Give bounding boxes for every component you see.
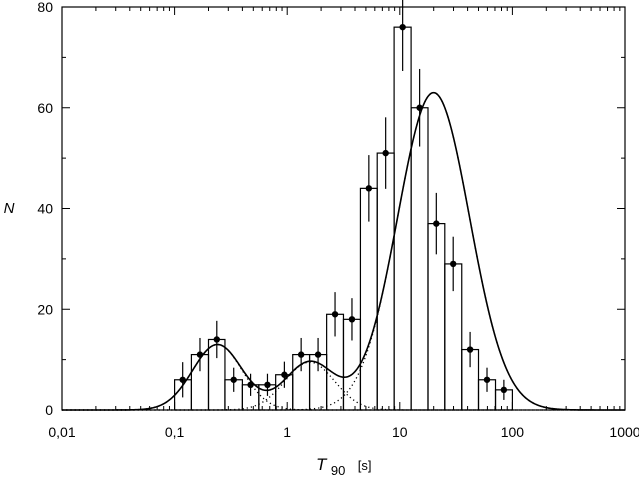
data-point bbox=[264, 381, 271, 389]
x-axis-label-main: T bbox=[316, 455, 328, 474]
data-point bbox=[213, 336, 220, 343]
data-point bbox=[382, 149, 389, 157]
y-tick-label: 40 bbox=[37, 201, 53, 217]
x-tick-label: 0,01 bbox=[48, 424, 75, 440]
data-point bbox=[483, 376, 491, 383]
histogram-bar bbox=[410, 107, 429, 411]
data-point bbox=[348, 316, 356, 323]
x-axis-ticks: 0,01 0,1 1 10 100 1000 bbox=[48, 7, 639, 440]
data-point bbox=[297, 351, 305, 358]
data-point bbox=[230, 376, 237, 383]
y-tick-label: 60 bbox=[37, 100, 53, 116]
histogram bbox=[174, 26, 513, 411]
data-point bbox=[331, 311, 339, 318]
total-fit-curve bbox=[62, 91, 625, 411]
x-tick-label: 1 bbox=[283, 424, 291, 440]
total-fit-line bbox=[62, 91, 625, 411]
data-point bbox=[399, 23, 406, 31]
y-tick-label: 20 bbox=[37, 301, 53, 317]
data-point bbox=[365, 185, 373, 192]
data-point bbox=[466, 346, 474, 353]
y-axis-label: N bbox=[4, 200, 15, 217]
y-axis-ticks: 0 20 40 60 80 bbox=[37, 0, 625, 418]
y-tick-label: 0 bbox=[45, 402, 53, 418]
x-tick-label: 100 bbox=[501, 424, 525, 440]
data-point bbox=[281, 371, 288, 378]
data-point bbox=[500, 386, 508, 394]
data-point bbox=[433, 220, 440, 227]
data-point bbox=[449, 260, 457, 268]
data-point bbox=[314, 351, 322, 358]
x-axis-label-subscript: 90 bbox=[331, 463, 345, 478]
x-axis-label-unit: [s] bbox=[358, 458, 372, 473]
data-point bbox=[179, 376, 186, 383]
x-tick-label: 10 bbox=[392, 424, 408, 440]
y-tick-label: 80 bbox=[37, 0, 53, 15]
x-tick-label: 1000 bbox=[609, 424, 639, 440]
x-axis-label: T 90 [s] bbox=[316, 455, 372, 479]
x-tick-label: 0,1 bbox=[165, 424, 185, 440]
